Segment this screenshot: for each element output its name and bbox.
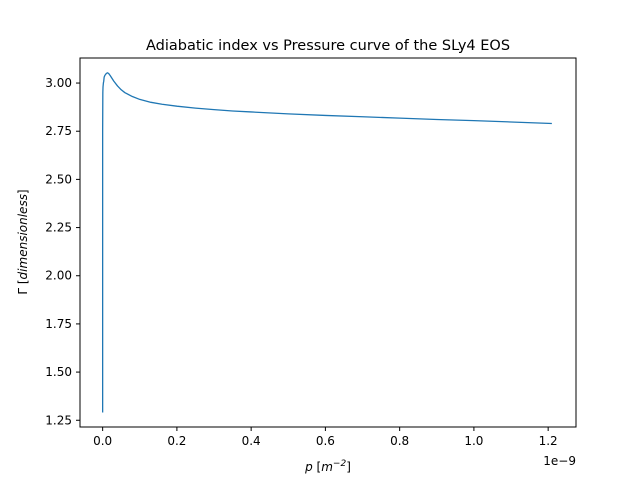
y-tick-label: 2.00	[45, 269, 72, 283]
x-tick-label: 0.6	[316, 434, 335, 448]
y-tick-label: 1.75	[45, 317, 72, 331]
x-offset-label: 1e−9	[543, 454, 576, 468]
y-tick-label: 2.25	[45, 221, 72, 235]
y-axis: 1.25 1.50 1.75 2.00 2.25 2.50 2.75 3.00	[45, 76, 80, 427]
x-tick-label: 0.4	[242, 434, 261, 448]
x-axis-label: p [m−2]	[304, 459, 351, 474]
y-tick-label: 3.00	[45, 76, 72, 90]
y-tick-label: 2.50	[45, 172, 72, 186]
y-tick-label: 1.25	[45, 413, 72, 427]
plot-area	[102, 72, 552, 413]
x-tick-label: 0.0	[93, 434, 112, 448]
y-tick-label: 2.75	[45, 124, 72, 138]
chart-title: Adiabatic index vs Pressure curve of the…	[146, 38, 510, 54]
x-tick-label: 1.2	[539, 434, 558, 448]
y-axis-label: Γ [dimensionless]	[16, 189, 30, 294]
series-line-0	[102, 72, 552, 413]
x-tick-label: 1.0	[464, 434, 483, 448]
x-tick-label: 0.8	[390, 434, 409, 448]
axes-frame	[79, 57, 577, 428]
x-axis: 0.0 0.2 0.4 0.6 0.8 1.0 1.2	[93, 427, 558, 448]
x-tick-label: 0.2	[167, 434, 186, 448]
y-tick-label: 1.50	[45, 365, 72, 379]
